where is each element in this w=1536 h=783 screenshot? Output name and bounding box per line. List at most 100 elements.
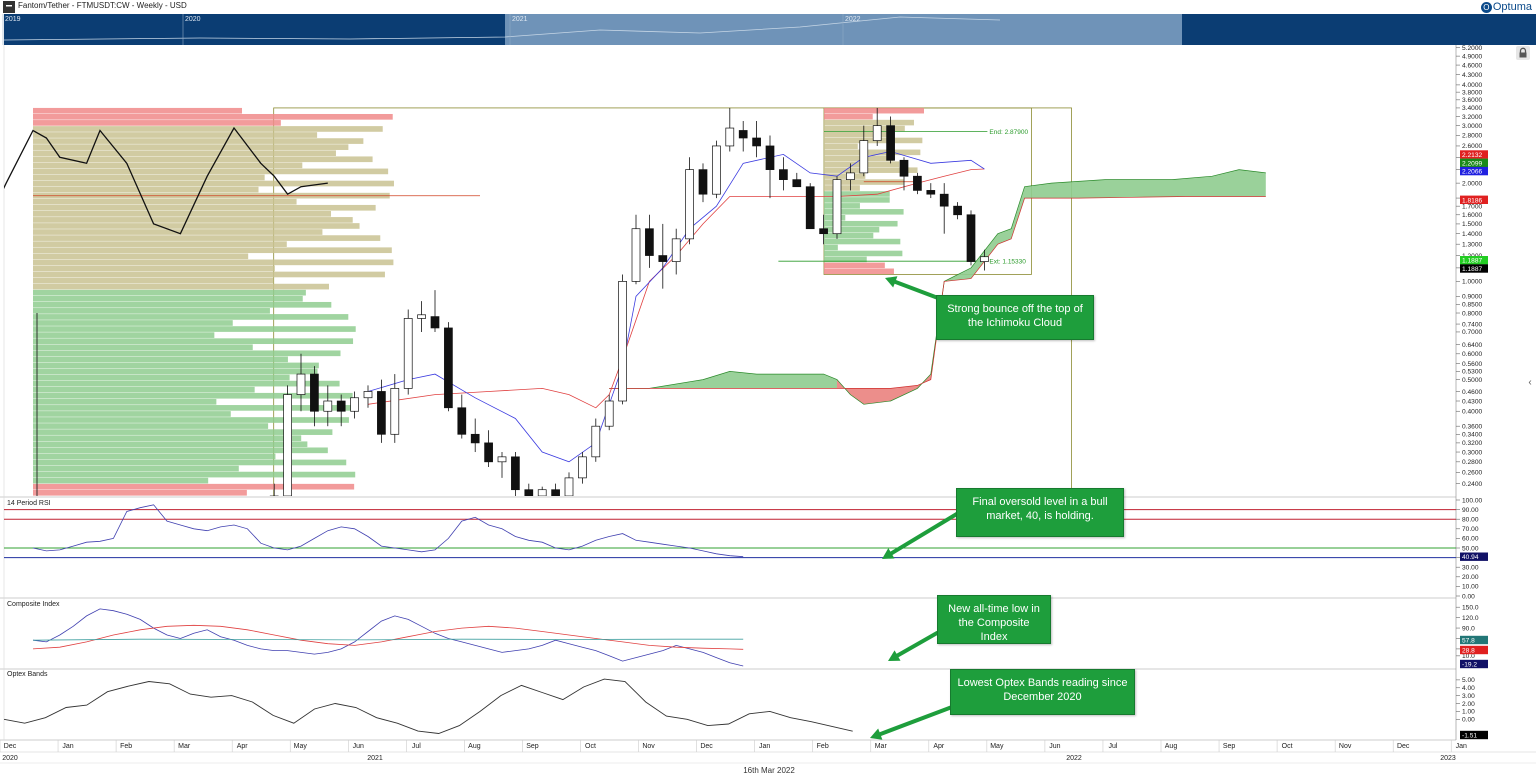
rsi-axis-label: 20.00 — [1462, 574, 1479, 581]
candle-body — [417, 314, 426, 319]
candle-body — [524, 489, 534, 496]
fib-profile-bar — [824, 197, 890, 203]
senkou-span-b — [609, 196, 1266, 389]
volume-profile-bar — [33, 277, 274, 284]
rsi-last-value-tag: 40.94 — [1462, 554, 1479, 561]
volume-profile-bar — [33, 247, 392, 254]
candle-body — [980, 256, 989, 262]
price-axis-label: 1.0000 — [1462, 279, 1483, 286]
optex-line — [3, 678, 853, 734]
annotation-cloud-bounce: Strong bounce off the top of the Ichimok… — [936, 295, 1094, 340]
composite-last-value-tag-bg — [1460, 645, 1488, 655]
volume-profile-bar — [33, 368, 318, 375]
x-axis-month-label: Nov — [642, 743, 655, 750]
volume-profile-bar — [33, 411, 231, 417]
candle-body — [899, 159, 909, 177]
ichimoku-cloud-bull — [609, 169, 1266, 405]
candle-body — [792, 179, 802, 188]
price-axis-label: 2.6000 — [1462, 143, 1483, 150]
chart-title: Fantom/Tether - FTMUSDT:CW - Weekly - US… — [18, 1, 187, 10]
fib-profile-bar — [824, 232, 874, 239]
candle-body — [564, 477, 574, 496]
optex-axis-label: 3.00 — [1462, 693, 1475, 700]
x-axis-year-label: 2020 — [2, 755, 18, 762]
price-last-value-tag: 1.1887 — [1462, 266, 1483, 273]
navigator-year-label: 2020 — [185, 16, 201, 23]
rsi-axis-label: 10.00 — [1462, 584, 1479, 591]
volume-profile-bar — [33, 259, 394, 266]
volume-profile-bar — [33, 465, 239, 472]
price-last-value-tag-bg — [1460, 166, 1488, 176]
x-axis-month-label: May — [294, 743, 308, 750]
composite-pane-title: Composite Index — [7, 601, 60, 608]
fib-profile-bar — [824, 143, 858, 150]
volume-profile-bar — [33, 386, 255, 393]
price-axis-label: 5.2000 — [1462, 45, 1483, 52]
composite-series-line — [32, 624, 744, 650]
candle-body — [377, 391, 386, 435]
fib-profile-bar — [824, 256, 867, 263]
candle-body — [725, 127, 735, 147]
volume-profile-bar — [33, 198, 297, 205]
x-axis-month-label: Aug — [1165, 743, 1178, 750]
fib-profile-bar — [824, 155, 894, 162]
composite-last-value-tag: 28.8 — [1462, 648, 1475, 655]
price-axis-label: 1.5000 — [1462, 221, 1483, 228]
candle-body — [939, 193, 949, 207]
volume-profile-bar — [33, 150, 336, 157]
fib-profile-bar — [824, 125, 905, 132]
volume-profile-bar — [33, 338, 354, 345]
candle-body — [484, 442, 493, 463]
candle-body — [685, 169, 694, 240]
price-axis-label: 4.3000 — [1462, 72, 1483, 79]
volume-profile-bar — [33, 162, 303, 169]
optex-last-value-tag: -1.51 — [1462, 733, 1477, 740]
price-last-value-tag: 1.1887 — [1462, 258, 1483, 265]
x-axis-month-label: Aug — [468, 743, 481, 750]
x-axis-month-label: Oct — [585, 743, 596, 750]
volume-profile-bar — [33, 265, 275, 272]
candle-body — [269, 495, 279, 496]
app-menu-icon[interactable] — [3, 1, 15, 13]
volume-profile-bar — [33, 235, 381, 241]
optex-pane-title: Optex Bands — [7, 671, 48, 678]
lock-icon[interactable] — [1516, 46, 1530, 60]
price-axis-label: 4.0000 — [1462, 82, 1483, 89]
price-axis-label: 3.0000 — [1462, 123, 1483, 130]
collapse-panel-icon[interactable]: ‹ — [1528, 377, 1532, 388]
candle-body — [457, 407, 467, 435]
rsi-axis-label: 80.00 — [1462, 517, 1479, 524]
price-axis-label: 0.6000 — [1462, 351, 1483, 358]
annotation-optex-low: Lowest Optex Bands reading since Decembe… — [950, 669, 1135, 715]
volume-profile-bar — [33, 362, 319, 369]
volume-profile-bar — [33, 156, 373, 163]
price-axis-label: 3.6000 — [1462, 97, 1483, 104]
candle-body — [712, 145, 721, 195]
volume-profile-bar — [33, 186, 259, 193]
candle-body — [671, 238, 681, 262]
kijun-sen-line — [367, 168, 985, 409]
price-axis-label: 0.4000 — [1462, 409, 1483, 416]
annotation-arrow-cloud-head — [885, 276, 898, 288]
price-axis-label: 4.6000 — [1462, 62, 1483, 69]
annotation-composite-low: New all-time low in the Composite Index — [937, 595, 1051, 644]
optex-axis-label: 4.00 — [1462, 685, 1475, 692]
price-axis-label: 0.3600 — [1462, 423, 1483, 430]
volume-profile-bar — [33, 471, 356, 478]
fib-profile-bar — [824, 173, 866, 179]
candle-body — [631, 228, 641, 282]
rsi-line — [32, 504, 744, 558]
volume-profile-bar — [33, 132, 318, 138]
fib-profile-bar — [824, 250, 903, 257]
optex-axis-label: 1.00 — [1462, 709, 1475, 716]
navigator-year-label: 2022 — [845, 16, 861, 23]
volume-profile-bar — [33, 223, 360, 229]
volume-profile-bar — [33, 253, 249, 260]
volume-profile-bar — [33, 380, 340, 387]
volume-profile-bar — [33, 301, 332, 308]
candle-body — [779, 169, 788, 180]
x-axis-month-label: Nov — [1339, 743, 1352, 750]
title-bar: Fantom/Tether - FTMUSDT:CW - Weekly - US… — [0, 0, 1536, 14]
price-axis-label: 2.0000 — [1462, 180, 1483, 187]
